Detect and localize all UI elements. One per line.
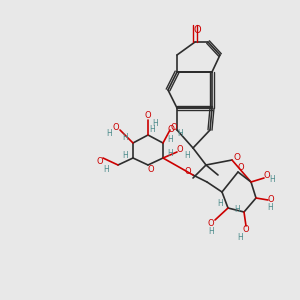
Text: O: O	[208, 218, 214, 227]
Text: H: H	[167, 136, 173, 145]
Text: O: O	[167, 125, 175, 134]
Text: H: H	[103, 166, 109, 175]
Text: H: H	[152, 118, 158, 127]
Text: H: H	[234, 205, 240, 214]
Text: H: H	[184, 151, 190, 160]
Text: H: H	[122, 134, 128, 142]
Text: O: O	[268, 196, 274, 205]
Text: H: H	[122, 151, 128, 160]
Text: H: H	[217, 199, 223, 208]
Text: H: H	[267, 202, 273, 211]
Text: H: H	[269, 176, 275, 184]
Text: O: O	[177, 146, 183, 154]
Text: H: H	[149, 125, 155, 134]
Text: O: O	[233, 154, 241, 163]
Text: H: H	[237, 232, 243, 242]
Text: O: O	[113, 122, 119, 131]
Text: O: O	[145, 110, 151, 119]
Text: H: H	[106, 128, 112, 137]
Text: H: H	[208, 226, 214, 236]
Text: O: O	[148, 166, 154, 175]
Text: O: O	[238, 163, 244, 172]
Text: O: O	[171, 122, 177, 131]
Text: H: H	[167, 148, 173, 158]
Text: O: O	[264, 170, 270, 179]
Text: H: H	[177, 128, 183, 137]
Text: O: O	[185, 167, 191, 176]
Text: O: O	[243, 226, 249, 235]
Text: O: O	[97, 158, 103, 166]
Text: O: O	[193, 25, 201, 35]
